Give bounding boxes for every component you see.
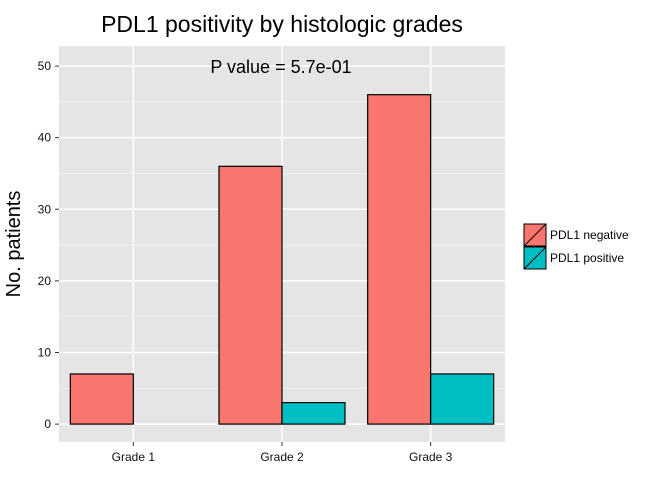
bar	[367, 94, 432, 425]
x-tick-label: Grade 3	[409, 450, 453, 464]
legend-label: PDL1 positive	[550, 251, 624, 265]
y-tick-label: 40	[38, 131, 52, 145]
legend-key-slash	[523, 223, 547, 247]
y-tick-label: 20	[38, 274, 52, 288]
bar	[281, 402, 346, 425]
chart-title: PDL1 positivity by histologic grades	[101, 11, 463, 37]
y-axis-label: No. patients	[3, 191, 25, 298]
legend-key-slash	[523, 246, 547, 270]
y-tick-label: 0	[44, 417, 51, 431]
bar	[69, 373, 134, 425]
x-tick-label: Grade 1	[112, 450, 156, 464]
bars	[69, 94, 495, 425]
bar	[218, 165, 283, 425]
x-axis-ticks: Grade 1 Grade 2 Grade 3	[112, 442, 453, 464]
y-tick-label: 30	[38, 202, 52, 216]
y-axis-ticks: 0 10 20 30 40 50	[38, 59, 59, 431]
x-tick-label: Grade 2	[260, 450, 304, 464]
bar	[430, 373, 495, 425]
y-tick-label: 50	[38, 59, 52, 73]
p-value-annotation: P value = 5.7e-01	[210, 57, 351, 77]
y-tick-label: 10	[38, 345, 52, 359]
legend: PDL1 negative PDL1 positive	[523, 223, 629, 270]
legend-label: PDL1 negative	[550, 228, 629, 242]
